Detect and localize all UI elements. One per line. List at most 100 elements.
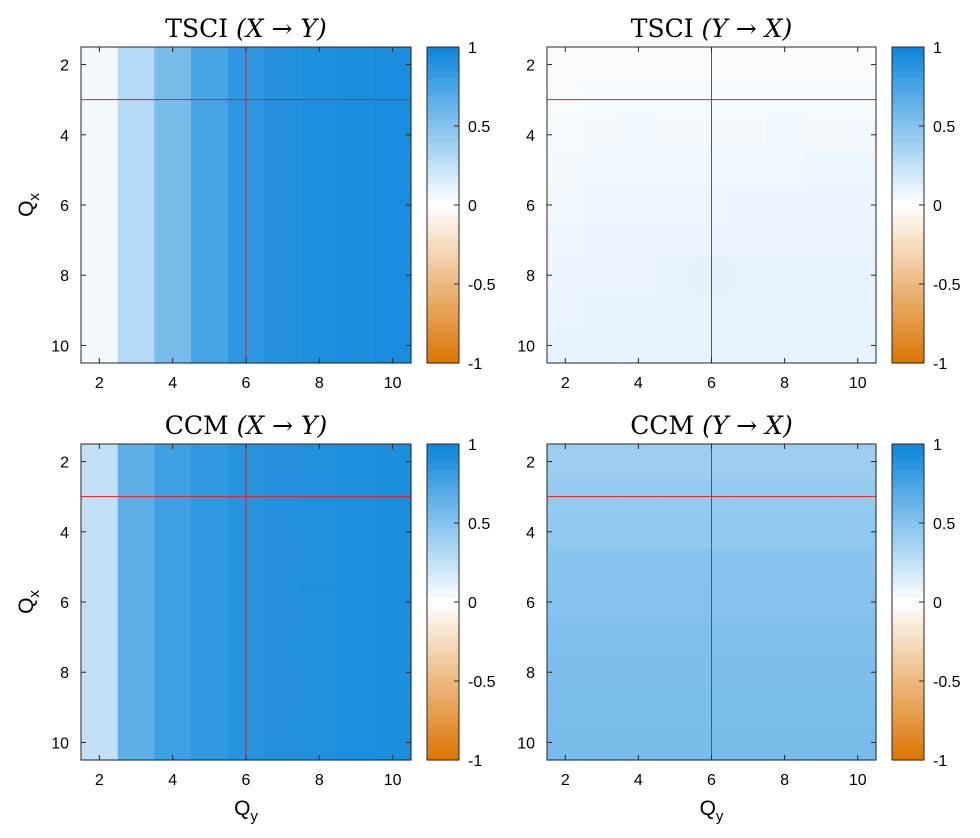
heatmap-cell bbox=[81, 222, 119, 259]
heatmap-cell bbox=[301, 117, 339, 153]
heatmap-cell bbox=[620, 327, 658, 364]
heatmap-cell bbox=[547, 584, 585, 621]
heatmap-cell bbox=[264, 654, 302, 691]
colorbar-segment bbox=[427, 328, 459, 334]
chart-title: TSCI (Y → X) bbox=[631, 14, 792, 43]
colorbar-segment bbox=[427, 572, 459, 578]
colorbar-segment bbox=[427, 468, 459, 475]
heatmap-cell bbox=[620, 152, 658, 189]
colorbar-segment bbox=[892, 444, 924, 450]
colorbar-segment bbox=[892, 542, 924, 549]
heatmap-cell bbox=[620, 619, 658, 656]
colorbar-segment bbox=[427, 621, 459, 628]
colorbar-segment bbox=[892, 71, 924, 78]
heatmap-cell bbox=[301, 444, 339, 480]
heatmap-cell bbox=[583, 549, 621, 586]
heatmap-cell bbox=[191, 444, 229, 480]
colorbar-segment bbox=[427, 185, 459, 191]
heatmap-cell bbox=[583, 152, 621, 189]
colorbar-segment bbox=[427, 195, 459, 201]
colorbar-segment bbox=[892, 755, 924, 761]
colorbar-segment bbox=[427, 249, 459, 255]
colorbar-segment bbox=[892, 523, 924, 529]
heatmap-cell bbox=[656, 187, 694, 224]
colorbar-segment bbox=[427, 165, 459, 172]
heatmap-cell bbox=[81, 514, 119, 550]
y-axis-label-main: Q bbox=[15, 201, 38, 217]
colorbar-segment bbox=[427, 205, 459, 211]
colorbar-segment bbox=[427, 513, 459, 519]
heatmap-cell bbox=[301, 549, 339, 586]
heatmap-cell bbox=[583, 257, 621, 294]
heatmap-cell bbox=[839, 152, 877, 189]
colorbar-segment bbox=[427, 518, 459, 524]
y-tick-label: 2 bbox=[60, 58, 69, 75]
heatmap-cell bbox=[374, 47, 412, 83]
colorbar-segment bbox=[427, 493, 459, 499]
colorbar-segment bbox=[427, 200, 459, 206]
panel-1: 2 4 6 8 10 2 4 6 8 10 TSCI (X → Y) Qx 1 0.5 0 -0.5 -1 bbox=[15, 14, 496, 392]
colorbar-segment bbox=[427, 508, 459, 514]
colorbar-segment bbox=[427, 66, 459, 73]
x-axis-label-subscript: y bbox=[716, 808, 724, 825]
heatmap-cell bbox=[191, 654, 229, 691]
heatmap-cell bbox=[583, 444, 621, 480]
colorbar-segment bbox=[427, 562, 459, 569]
heatmap-cell bbox=[729, 584, 767, 621]
colorbar-segment bbox=[892, 348, 924, 354]
colorbar-segment bbox=[892, 547, 924, 554]
heatmap-cell bbox=[766, 187, 804, 224]
colorbar-segment bbox=[427, 214, 459, 221]
heatmap-cell bbox=[547, 187, 585, 224]
heatmap-cell bbox=[766, 292, 804, 329]
colorbar-segment bbox=[892, 56, 924, 63]
colorbar-segment bbox=[892, 126, 924, 132]
colorbar-segment bbox=[427, 338, 459, 344]
colorbar-segment bbox=[427, 488, 459, 494]
colorbar-segment bbox=[892, 293, 924, 300]
colorbar-segment bbox=[892, 165, 924, 172]
heatmap-cell bbox=[729, 654, 767, 691]
heatmap-cell bbox=[839, 117, 877, 153]
colorbar-segment bbox=[427, 190, 459, 196]
heatmap-cell bbox=[374, 257, 412, 294]
heatmap-cell bbox=[583, 292, 621, 329]
heatmap-cell bbox=[547, 619, 585, 656]
colorbar-segment bbox=[892, 155, 924, 162]
colorbar-segment bbox=[892, 646, 924, 652]
heatmap-cell bbox=[656, 222, 694, 259]
heatmap-cell bbox=[802, 514, 841, 550]
heatmap-cell bbox=[337, 514, 375, 550]
colorbar-tick-label: 1 bbox=[933, 437, 942, 454]
colorbar-segment bbox=[427, 587, 459, 593]
colorbar-tick-label: -0.5 bbox=[933, 277, 961, 294]
heatmap-cell bbox=[154, 724, 192, 761]
heatmap-cell bbox=[620, 444, 658, 480]
heatmap-cell bbox=[656, 47, 694, 83]
x-tick-label: 8 bbox=[315, 375, 324, 392]
x-axis-label-main: Q bbox=[700, 797, 716, 820]
colorbar-segment bbox=[427, 527, 459, 534]
colorbar-segment bbox=[892, 636, 924, 643]
colorbar-segment bbox=[427, 288, 459, 295]
colorbar-segment bbox=[427, 611, 459, 618]
heatmap-cell bbox=[547, 327, 585, 364]
colorbar-segment bbox=[892, 503, 924, 509]
heatmap-cell bbox=[547, 117, 585, 153]
heatmap-cell bbox=[81, 117, 119, 153]
colorbar-segment bbox=[892, 705, 924, 712]
heatmap-cell bbox=[337, 187, 375, 224]
colorbar-segment bbox=[892, 478, 924, 485]
colorbar-segment bbox=[427, 735, 459, 741]
colorbar-segment bbox=[427, 695, 459, 702]
colorbar-tick-label: -1 bbox=[933, 753, 947, 770]
colorbar-segment bbox=[892, 343, 924, 349]
colorbar-segment bbox=[427, 577, 459, 583]
y-tick-label: 4 bbox=[60, 128, 69, 145]
colorbar-segment bbox=[427, 71, 459, 78]
colorbar-segment bbox=[892, 140, 924, 147]
colorbar-segment bbox=[427, 557, 459, 564]
colorbar-segment bbox=[427, 463, 459, 470]
heatmap-cell bbox=[154, 549, 192, 586]
colorbar-segment bbox=[892, 66, 924, 73]
